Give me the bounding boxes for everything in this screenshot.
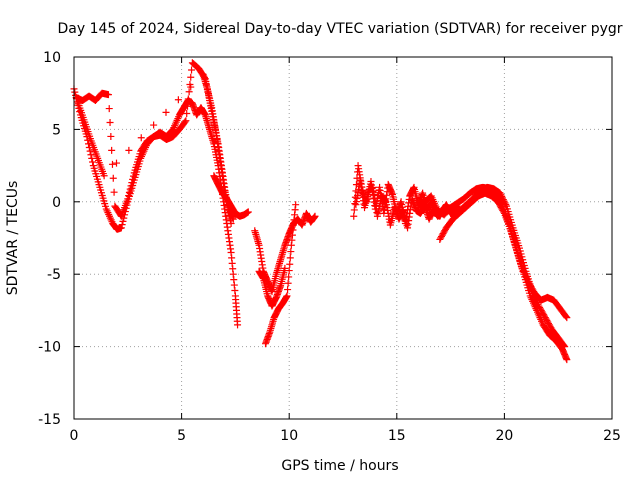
x-axis-label: GPS time / hours [281, 458, 398, 474]
data-point-marker [184, 102, 192, 110]
data-point-marker [562, 313, 570, 321]
data-point-marker [187, 73, 195, 81]
data-point-marker [292, 201, 300, 209]
data-point-marker [563, 356, 571, 364]
data-point-marker [496, 189, 504, 197]
data-point-marker [182, 117, 190, 125]
data-point-marker [107, 132, 115, 140]
data-point-marker [127, 182, 135, 190]
data-point-marker [108, 160, 116, 168]
data-point-marker [184, 95, 192, 103]
data-point-marker [497, 191, 505, 199]
data-point-marker [125, 146, 133, 154]
plot-border [73, 56, 613, 420]
data-point-marker [110, 188, 118, 196]
data-point-marker [227, 220, 235, 228]
data-point-marker [187, 83, 195, 91]
data-point-marker [350, 212, 358, 220]
data-point-marker [498, 192, 506, 200]
data-point-marker [284, 279, 292, 287]
data-point-marker [129, 175, 137, 183]
x-tick-label: 20 [495, 428, 513, 444]
data-point-marker [162, 108, 170, 116]
data-point-marker [174, 96, 182, 104]
axis-ticks: 0 5 10 15 20 25 -15 -10 -5 0 5 10 [38, 50, 621, 444]
data-point-marker [501, 199, 509, 207]
data-point-marker [113, 159, 121, 167]
data-point-marker [499, 196, 507, 204]
data-point-marker [125, 192, 133, 200]
data-point-marker [118, 221, 126, 229]
data-point-marker [350, 206, 358, 214]
data-point-marker [560, 342, 568, 350]
y-tick-label: -15 [38, 412, 61, 428]
data-point-marker [126, 185, 134, 193]
data-point-marker [137, 134, 145, 142]
x-tick-label: 0 [70, 428, 79, 444]
data-point-marker [286, 260, 294, 268]
x-tick-label: 15 [388, 428, 406, 444]
data-point-marker [88, 154, 96, 162]
data-point-marker [500, 197, 508, 205]
data-point-marker [188, 66, 196, 74]
data-point-marker [185, 88, 193, 96]
series-trace-l [457, 183, 569, 351]
data-point-marker [108, 146, 116, 154]
data-point-marker [229, 215, 237, 223]
data-point-marker [87, 151, 95, 159]
data-point-marker [106, 119, 114, 127]
data-point-marker [128, 179, 136, 187]
data-point-marker [283, 292, 291, 300]
data-point-marker [311, 212, 319, 220]
series-trace-i [352, 176, 463, 232]
y-tick-label: 10 [43, 50, 61, 66]
data-point-marker [502, 201, 510, 209]
x-tick-label: 5 [177, 428, 186, 444]
data-point-marker [129, 172, 137, 180]
x-tick-label: 10 [280, 428, 298, 444]
data-point-marker [109, 174, 117, 182]
series-trace-g [255, 264, 289, 310]
y-tick-label: 0 [52, 195, 61, 211]
grid-lines [74, 57, 612, 419]
data-point-marker [234, 321, 242, 329]
chart-title: Day 145 of 2024, Sidereal Day-to-day VTE… [57, 21, 622, 37]
y-tick-label: -10 [38, 340, 61, 356]
data-point-marker [125, 188, 133, 196]
data-point-marker [124, 195, 132, 203]
y-tick-label: -5 [47, 267, 61, 283]
data-point-marker [183, 109, 191, 117]
data-points [70, 59, 571, 364]
data-point-marker [150, 121, 158, 129]
series-trace-d [210, 172, 252, 220]
data-point-marker [86, 147, 94, 155]
data-point-marker [105, 105, 113, 113]
data-point-marker [89, 158, 97, 166]
series-trace-j [414, 183, 571, 322]
data-point-marker [71, 88, 79, 96]
y-axis-label: SDTVAR / TECUs [5, 181, 21, 296]
data-point-marker [284, 286, 292, 294]
data-point-marker [287, 248, 295, 256]
data-point-marker [281, 264, 289, 272]
data-point-marker [100, 172, 108, 180]
y-tick-label: 5 [52, 122, 61, 138]
data-point-marker [286, 254, 294, 262]
data-point-marker [181, 118, 189, 126]
x-tick-label: 25 [603, 428, 621, 444]
data-point-marker [119, 217, 127, 225]
data-point-marker [285, 273, 293, 281]
data-point-marker [244, 208, 252, 216]
data-point-marker [561, 343, 569, 351]
data-point-marker [499, 194, 507, 202]
series-trace-f [262, 201, 300, 348]
data-point-marker [117, 224, 125, 232]
data-point-marker [563, 314, 571, 322]
series-trace-k [436, 189, 571, 364]
data-point-marker [104, 91, 112, 99]
